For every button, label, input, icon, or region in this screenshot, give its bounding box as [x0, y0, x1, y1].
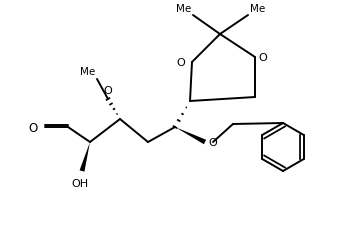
- Text: OH: OH: [72, 178, 88, 188]
- Text: O: O: [103, 86, 112, 96]
- Polygon shape: [79, 142, 90, 172]
- Text: Me: Me: [250, 4, 265, 14]
- Text: O: O: [208, 137, 217, 147]
- Text: O: O: [29, 121, 38, 134]
- Text: Me: Me: [176, 4, 191, 14]
- Text: O: O: [176, 58, 185, 68]
- Text: O: O: [258, 53, 267, 63]
- Text: Me: Me: [80, 67, 95, 77]
- Polygon shape: [175, 127, 206, 145]
